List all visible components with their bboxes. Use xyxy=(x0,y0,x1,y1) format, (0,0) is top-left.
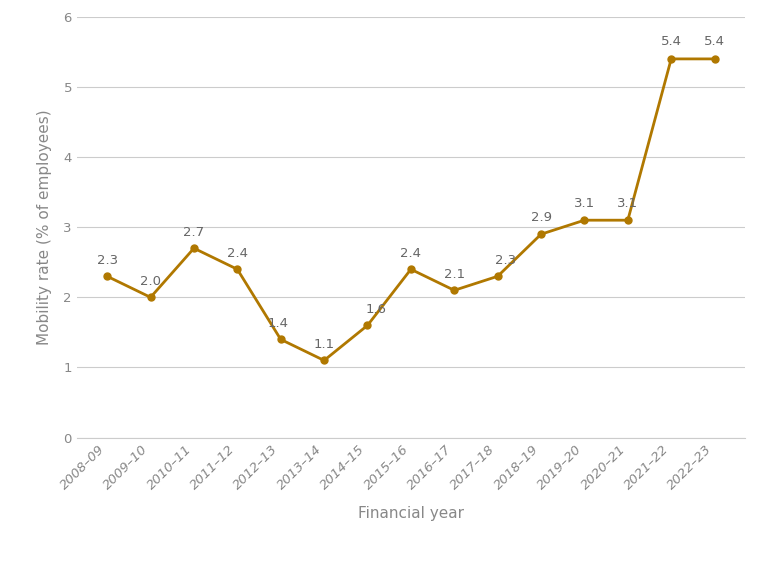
Text: 3.1: 3.1 xyxy=(574,197,595,210)
Text: 2.3: 2.3 xyxy=(495,254,517,266)
Text: 3.1: 3.1 xyxy=(617,197,638,210)
Text: 2.1: 2.1 xyxy=(444,268,465,280)
Text: 5.4: 5.4 xyxy=(704,35,725,48)
Text: 2.4: 2.4 xyxy=(227,246,248,260)
Text: 1.1: 1.1 xyxy=(313,338,335,351)
Text: 2.0: 2.0 xyxy=(140,274,161,288)
Text: 2.9: 2.9 xyxy=(531,211,551,224)
Y-axis label: Mobility rate (% of employees): Mobility rate (% of employees) xyxy=(38,109,52,345)
Text: 1.4: 1.4 xyxy=(267,316,289,330)
Text: 1.6: 1.6 xyxy=(366,302,386,316)
Text: 2.7: 2.7 xyxy=(184,226,204,238)
Text: 2.4: 2.4 xyxy=(400,246,422,260)
Text: 2.3: 2.3 xyxy=(97,254,118,266)
X-axis label: Financial year: Financial year xyxy=(358,507,464,521)
Text: 5.4: 5.4 xyxy=(660,35,682,48)
